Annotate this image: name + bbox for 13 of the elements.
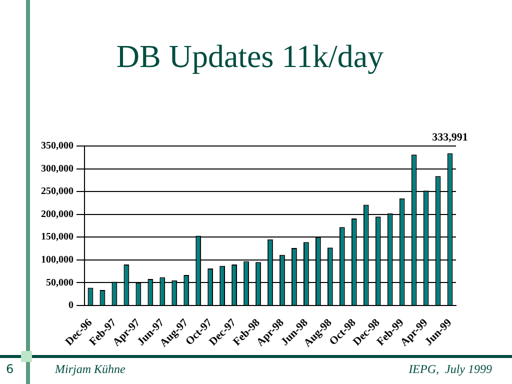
y-tick-label: 0 bbox=[68, 300, 74, 312]
y-tick-label: 350,000 bbox=[41, 140, 74, 152]
text: 6 bbox=[6, 362, 14, 376]
y-tick-label: 150,000 bbox=[41, 232, 74, 243]
y-tick-label: 100,000 bbox=[41, 254, 74, 266]
chart-title: DB Updates 11k/day bbox=[115, 38, 385, 75]
data-label: 333,991 bbox=[432, 131, 468, 144]
y-tick-label: 200,000 bbox=[41, 208, 74, 220]
y-tick-label: 50,000 bbox=[46, 277, 74, 288]
text: Mirjam Kühne bbox=[55, 362, 126, 377]
y-tick-label: 250,000 bbox=[41, 186, 74, 198]
text: IEPG, July 1999 bbox=[408, 362, 492, 377]
y-tick-label: 300,000 bbox=[41, 163, 74, 174]
